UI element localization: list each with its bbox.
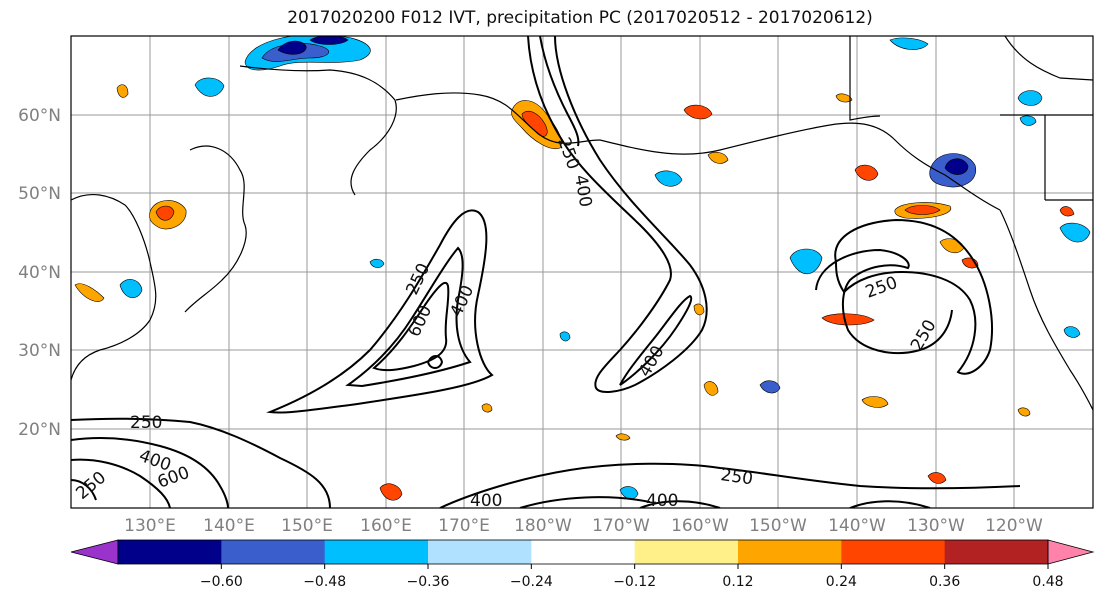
lon-label: 160°E [360, 516, 412, 536]
colorbar-segment [428, 540, 532, 564]
colorbar-segment [324, 540, 429, 564]
colorbar-outline [117, 539, 1049, 565]
lat-label: 60°N [18, 106, 61, 126]
ivt-contours [71, 36, 1021, 508]
lat-label: 30°N [18, 341, 61, 361]
colorbar-tick-label: −0.60 [200, 574, 243, 590]
lon-label: 130°E [124, 516, 176, 536]
colorbar-tick-label: 0.24 [826, 574, 857, 590]
colorbar-tick-label: −0.24 [510, 574, 553, 590]
colorbar-tick-label: 0.12 [722, 574, 753, 590]
colorbar-segment [221, 540, 326, 564]
colorbar-tick-label: 0.36 [929, 574, 960, 590]
lon-label: 170°E [438, 516, 490, 536]
colorbar-segment [118, 540, 222, 564]
precip-negative-areas [119, 36, 1091, 500]
contour-label: 250 [719, 465, 754, 489]
colorbar-extend-max [1047, 539, 1095, 565]
contour-label: 250 [130, 413, 162, 433]
contour-label: 400 [470, 491, 502, 511]
colorbar-segment [531, 540, 636, 564]
lat-label: 40°N [18, 263, 61, 283]
longitude-labels: 130°E 140°E 150°E 160°E 170°E 180°W 170°… [124, 516, 1043, 536]
colorbar: −0.60 −0.48 −0.36 −0.24 −0.12 0.12 0.24 0.36 0.4… [70, 539, 1095, 590]
precip-positive-areas [74, 84, 1075, 501]
colorbar-extend-min [70, 539, 119, 565]
contour-label: 400 [646, 491, 678, 511]
map-border [70, 35, 1094, 509]
lon-label: 140°E [203, 516, 255, 536]
map-title: 2017020200 F012 IVT, precipitation PC (2… [287, 8, 873, 28]
lon-label: 150°E [281, 516, 333, 536]
colorbar-tick-label: −0.36 [407, 574, 450, 590]
colorbar-tick-label: −0.12 [613, 574, 656, 590]
lat-label: 20°N [18, 420, 61, 440]
coastlines [71, 36, 1093, 411]
lon-label: 170°W [592, 516, 650, 536]
colorbar-segments [118, 540, 1049, 564]
lon-label: 120°W [985, 516, 1043, 536]
lon-label: 180°W [514, 516, 572, 536]
lon-label: 160°W [671, 516, 729, 536]
colorbar-segment [841, 540, 946, 564]
colorbar-segment [634, 540, 739, 564]
colorbar-segment [944, 540, 1049, 564]
lon-label: 150°W [749, 516, 807, 536]
lon-label: 130°W [907, 516, 965, 536]
colorbar-ticks: −0.60 −0.48 −0.36 −0.24 −0.12 0.12 0.24 0.36 0.4… [200, 564, 1064, 590]
colorbar-segment [738, 540, 842, 564]
colorbar-tick-label: 0.48 [1032, 574, 1063, 590]
lat-label: 50°N [18, 184, 61, 204]
lon-label: 140°W [828, 516, 886, 536]
latitude-labels: 60°N 50°N 40°N 30°N 20°N [18, 106, 61, 440]
colorbar-tick-label: −0.48 [303, 574, 346, 590]
